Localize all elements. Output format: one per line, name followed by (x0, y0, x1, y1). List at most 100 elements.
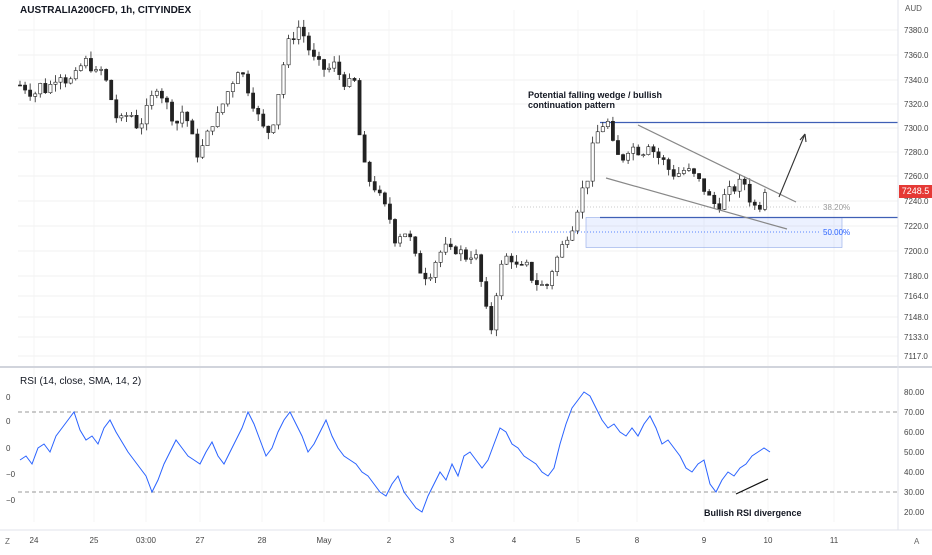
divergence-annotation: Bullish RSI divergence (704, 508, 802, 518)
candle-body (154, 90, 159, 96)
price-tick-label: 7260.0 (904, 172, 929, 181)
candle-body (697, 173, 701, 179)
candle-body (458, 249, 463, 255)
candle-body (681, 170, 686, 174)
zones (512, 121, 898, 248)
candle-body (560, 244, 565, 258)
candle-body (38, 83, 43, 95)
candles (18, 19, 767, 337)
overlays (605, 124, 807, 230)
candle-body (423, 272, 428, 280)
candle-body (372, 181, 377, 191)
candle-body (621, 154, 625, 161)
wedge-lower-line (605, 177, 788, 230)
rsi-tick-label: 60.00 (904, 428, 925, 437)
price-tick-label: 7148.0 (904, 313, 929, 322)
price-tick-label: 7380.0 (904, 26, 929, 35)
candle-body (337, 61, 342, 75)
candle-body (236, 72, 240, 84)
candle-body (382, 192, 387, 205)
candle-body (261, 113, 266, 127)
support-zone (585, 217, 843, 248)
candle-body (63, 77, 68, 84)
divergence-line (735, 478, 769, 495)
candle-body (175, 120, 179, 124)
candle-body (550, 271, 554, 286)
candle-body (570, 230, 575, 241)
candle-body (443, 243, 448, 253)
candle-body (296, 26, 301, 40)
candle-body (545, 284, 549, 286)
corner-left-label[interactable]: Z (5, 537, 10, 546)
candle-body (504, 255, 509, 265)
time-tick-label: 24 (30, 536, 39, 545)
candle-body (134, 115, 139, 129)
time-tick-label: 3 (450, 536, 455, 545)
candle-body (291, 38, 296, 40)
time-tick-label: 11 (830, 536, 839, 545)
candle-body (119, 115, 124, 119)
candle-body (347, 78, 352, 87)
candle-body (433, 262, 438, 278)
candle-body (590, 142, 595, 182)
candle-body (763, 192, 767, 210)
candle-body (200, 145, 205, 158)
price-tick-label: 7117.0 (904, 352, 928, 361)
price-tick-label: 7220.0 (904, 222, 929, 231)
candle-body (246, 73, 250, 94)
candle-body (377, 189, 382, 194)
wedge-upper-line (637, 124, 797, 203)
candle-body (717, 203, 722, 210)
candle-body (352, 78, 357, 81)
price-tick-label: 7360.0 (904, 51, 929, 60)
candle-body (180, 111, 185, 124)
time-tick-label: 5 (576, 536, 581, 545)
rsi-title[interactable]: RSI (14, close, SMA, 14, 2) (20, 376, 142, 387)
candle-body (23, 84, 27, 91)
candle-body (605, 120, 610, 127)
candle-body (661, 157, 666, 160)
candle-body (529, 261, 534, 281)
fib-label-50: 50.00% (823, 228, 851, 237)
candle-body (484, 281, 489, 307)
rsi-tick-label: 30.00 (904, 488, 925, 497)
candle-body (757, 204, 762, 210)
rsi-tick-label: 70.00 (904, 408, 925, 417)
candle-body (479, 254, 484, 282)
candle-body (301, 26, 306, 37)
candle-body (332, 61, 337, 69)
candle-body (266, 125, 271, 133)
time-tick-label: 28 (258, 536, 267, 545)
candle-body (585, 180, 590, 189)
candle-body (220, 103, 225, 113)
candle-body (322, 59, 326, 70)
time-tick-label: 4 (512, 536, 517, 545)
candle-body (453, 246, 458, 255)
candle-body (271, 124, 276, 133)
candle-body (78, 65, 83, 71)
time-tick-label: May (316, 536, 331, 545)
corner-right-label[interactable]: A (914, 537, 920, 546)
price-tick-label: 7240.0 (904, 197, 929, 206)
candle-body (519, 264, 524, 266)
candle-body (732, 186, 737, 192)
time-tick-label: 27 (196, 536, 205, 545)
current-price-tag: 7248.5 (899, 185, 932, 198)
candle-body (89, 58, 93, 72)
candle-body (580, 187, 585, 213)
candle-body (752, 201, 757, 206)
candle-body (666, 159, 671, 170)
candle-body (190, 120, 195, 135)
candle-body (646, 146, 651, 155)
candle-body (225, 91, 230, 105)
candle-body (327, 67, 332, 70)
candle-body (565, 239, 570, 245)
rsi-tick-label: 80.00 (904, 388, 925, 397)
candle-body (611, 120, 615, 141)
candle-body (408, 233, 413, 238)
candle-body (575, 211, 580, 232)
candle-body (600, 126, 605, 133)
symbol-title[interactable]: AUSTRALIA200CFD, 1h, CITYINDEX (20, 5, 192, 16)
candle-body (393, 219, 397, 244)
